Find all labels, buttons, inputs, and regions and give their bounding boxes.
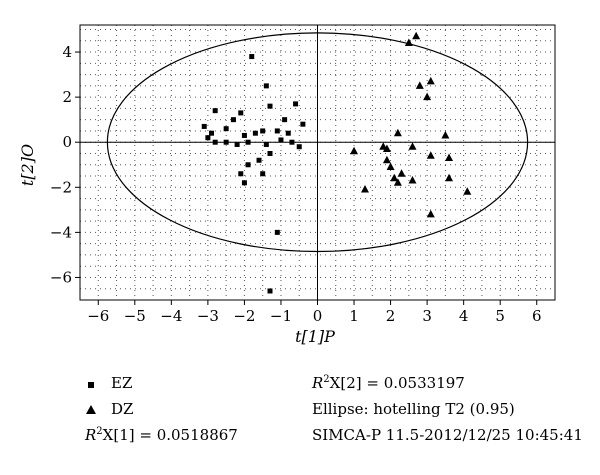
point-dz bbox=[350, 146, 359, 155]
point-dz bbox=[397, 169, 406, 177]
point-dz bbox=[426, 76, 435, 85]
point-dz bbox=[463, 187, 472, 195]
point-ez bbox=[241, 180, 247, 186]
point-ez bbox=[274, 229, 280, 235]
x-tick-label: −4 bbox=[160, 307, 182, 325]
point-ez bbox=[282, 117, 288, 123]
x-tick-label: 5 bbox=[495, 307, 505, 325]
point-dz bbox=[426, 209, 435, 218]
point-ez bbox=[300, 121, 306, 127]
legend-dz: DZ bbox=[85, 400, 133, 418]
point-dz bbox=[382, 155, 391, 164]
y-tick-label: 4 bbox=[62, 43, 72, 61]
point-ez bbox=[274, 128, 280, 134]
point-ez bbox=[201, 123, 207, 129]
point-ez bbox=[293, 101, 299, 107]
x-tick-label: −3 bbox=[197, 307, 219, 325]
ellipse-caption: Ellipse: hotelling T2 (0.95) bbox=[312, 400, 515, 418]
point-ez bbox=[205, 135, 211, 141]
point-dz bbox=[393, 178, 402, 186]
legend-ez: EZ bbox=[85, 374, 132, 392]
point-ez bbox=[296, 144, 302, 150]
point-ez bbox=[263, 83, 269, 89]
x-tick-label: 4 bbox=[459, 307, 469, 325]
point-dz bbox=[412, 31, 421, 40]
x-tick-label: 3 bbox=[422, 307, 432, 325]
x-tick-label: 2 bbox=[386, 307, 396, 325]
point-ez bbox=[260, 171, 266, 177]
point-dz bbox=[445, 173, 454, 182]
scatter-chart: −6 −5 −4 −3 −2 −1 0 1 2 3 4 5 6 −6 −4 −2 0 2 4 t[1]P t[2]O bbox=[18, 24, 556, 346]
y-tick-label: −6 bbox=[50, 268, 72, 286]
x-axis-label: t[1]P bbox=[295, 327, 335, 346]
x-tick-label: −2 bbox=[233, 307, 255, 325]
x-tick-label: −6 bbox=[87, 307, 109, 325]
r2x2-sup: 2 bbox=[323, 374, 330, 385]
point-ez bbox=[209, 130, 215, 136]
point-ez bbox=[267, 288, 273, 294]
point-dz bbox=[408, 142, 417, 150]
point-ez bbox=[212, 108, 218, 114]
point-ez bbox=[256, 157, 262, 163]
x-tick-label: 1 bbox=[349, 307, 359, 325]
point-ez bbox=[260, 128, 266, 134]
point-ez bbox=[278, 137, 284, 143]
point-dz bbox=[415, 81, 424, 89]
x-tick-label: 6 bbox=[532, 307, 542, 325]
point-ez bbox=[285, 130, 291, 136]
r2x1-r: R bbox=[85, 426, 97, 444]
ellipse-shape bbox=[106, 32, 529, 253]
y-tick-label: −2 bbox=[50, 178, 72, 196]
point-ez bbox=[238, 171, 244, 177]
point-dz bbox=[445, 153, 454, 161]
point-ez bbox=[267, 103, 273, 109]
r2x2-r: R bbox=[312, 374, 324, 392]
point-ez bbox=[249, 54, 255, 60]
r2x1-value: X[1] = 0.0518867 bbox=[102, 426, 238, 444]
point-ez bbox=[289, 139, 295, 145]
point-ez bbox=[223, 139, 229, 145]
point-dz bbox=[423, 92, 432, 101]
point-dz bbox=[408, 176, 417, 184]
point-ez bbox=[223, 126, 229, 132]
point-dz bbox=[390, 173, 399, 182]
triangle-marker-icon bbox=[85, 404, 97, 417]
r2x1-stat: R2X[1] = 0.0518867 bbox=[85, 426, 238, 444]
y-tick-label: −4 bbox=[50, 223, 72, 241]
point-ez bbox=[245, 162, 251, 168]
point-dz bbox=[426, 151, 435, 159]
point-ez bbox=[241, 132, 247, 138]
point-dz bbox=[441, 130, 450, 139]
point-dz bbox=[361, 185, 369, 193]
point-dz bbox=[382, 144, 391, 152]
y-tick-label: 0 bbox=[62, 133, 72, 151]
y-axis-label: t[2]O bbox=[18, 144, 37, 186]
point-ez bbox=[212, 139, 218, 145]
point-ez bbox=[230, 117, 236, 123]
hotelling-ellipse bbox=[106, 32, 529, 253]
r2x2-stat: R2X[2] = 0.0533197 bbox=[312, 374, 465, 392]
point-ez bbox=[267, 150, 273, 156]
data-points bbox=[201, 31, 472, 294]
legend-dz-label: DZ bbox=[111, 400, 134, 418]
x-tick-label: −1 bbox=[270, 307, 292, 325]
tick-labels: −6 −5 −4 −3 −2 −1 0 1 2 3 4 5 6 −6 −4 −2 0 2 4 bbox=[50, 43, 542, 325]
r2x1-sup: 2 bbox=[96, 426, 103, 437]
x-tick-label: 0 bbox=[313, 307, 323, 325]
axes bbox=[75, 24, 556, 305]
point-ez bbox=[238, 110, 244, 116]
square-marker-icon bbox=[85, 378, 97, 391]
point-ez bbox=[263, 141, 269, 147]
y-tick-label: 2 bbox=[62, 88, 72, 106]
legend-ez-label: EZ bbox=[111, 374, 133, 392]
software-caption: SIMCA-P 11.5-2012/12/25 10:45:41 bbox=[312, 426, 583, 444]
point-ez bbox=[245, 139, 251, 145]
point-dz bbox=[393, 128, 402, 137]
point-ez bbox=[234, 141, 240, 147]
point-dz bbox=[386, 162, 395, 171]
x-tick-label: −5 bbox=[124, 307, 146, 325]
r2x2-value: X[2] = 0.0533197 bbox=[329, 374, 465, 392]
point-dz bbox=[404, 38, 413, 47]
point-ez bbox=[252, 130, 258, 136]
